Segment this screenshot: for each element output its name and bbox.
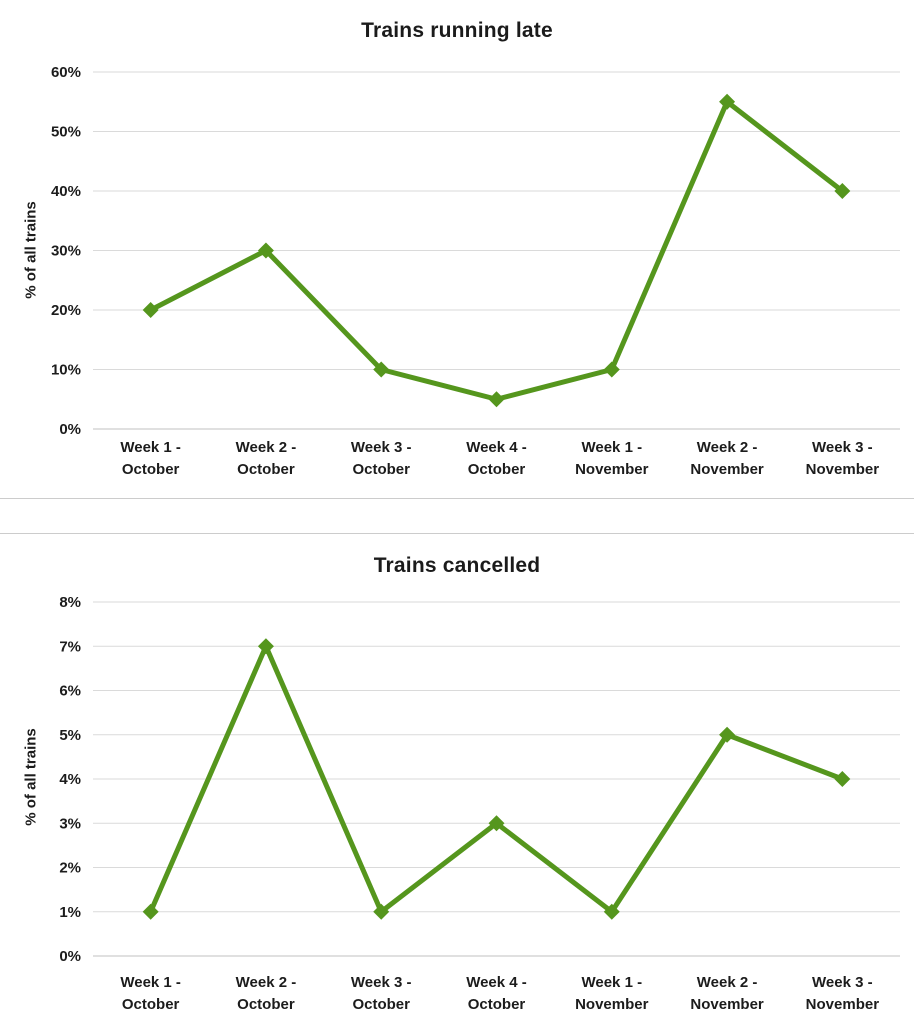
data-point-marker — [142, 903, 159, 920]
data-point-marker — [603, 361, 620, 378]
y-tick-label: 60% — [51, 64, 81, 81]
y-tick-label: 50% — [51, 124, 81, 141]
x-category-label-line1: Week 3 - — [351, 439, 412, 456]
y-tick-label: 6% — [59, 683, 81, 700]
data-point-marker — [142, 302, 159, 318]
x-category-label-line2: October — [237, 996, 295, 1013]
x-category-label-line2: October — [122, 461, 180, 478]
x-category-label-line2: November — [690, 461, 764, 478]
data-point-marker — [719, 93, 736, 110]
x-category-label-line1: Week 3 - — [812, 439, 873, 456]
x-category-label-line2: November — [575, 461, 649, 478]
y-tick-label: 5% — [59, 727, 81, 744]
x-category-label-line1: Week 1 - — [581, 439, 642, 456]
y-tick-label: 2% — [59, 860, 81, 877]
x-category-label-line2: November — [575, 996, 649, 1013]
y-tick-label: 10% — [51, 362, 81, 379]
y-tick-label: 20% — [51, 302, 81, 319]
data-point-marker — [834, 771, 851, 787]
x-category-label-line1: Week 2 - — [697, 974, 758, 991]
x-category-label-line1: Week 1 - — [581, 974, 642, 991]
x-category-label-line2: October — [468, 461, 526, 478]
y-tick-label: 0% — [59, 948, 81, 965]
data-point-marker — [834, 183, 851, 199]
x-category-label-line2: October — [352, 461, 410, 478]
x-category-label-line2: October — [122, 996, 180, 1013]
y-tick-label: 3% — [59, 815, 81, 832]
chart-title: Trains running late — [361, 19, 553, 42]
x-category-label-line1: Week 3 - — [351, 974, 412, 991]
x-category-label-line2: October — [352, 996, 410, 1013]
data-point-marker — [373, 361, 390, 378]
y-tick-label: 4% — [59, 771, 81, 788]
trains-cancelled-chart: Trains cancelled % of all trains 0% 1% 2% 3… — [0, 533, 914, 1025]
x-category-label-line1: Week 2 - — [236, 974, 297, 991]
x-category-label-line2: November — [806, 461, 880, 478]
x-category-label-line2: November — [690, 996, 764, 1013]
y-tick-label: 8% — [59, 594, 81, 611]
data-point-marker — [719, 726, 736, 743]
trains-late-chart: Trains running late % of all trains 0% 10… — [0, 0, 914, 499]
x-category-label-line1: Week 1 - — [120, 974, 181, 991]
x-category-label-line1: Week 2 - — [236, 439, 297, 456]
x-category-label-line1: Week 3 - — [812, 974, 873, 991]
x-category-label-line2: October — [237, 461, 295, 478]
y-tick-label: 30% — [51, 243, 81, 260]
y-tick-label: 40% — [51, 183, 81, 200]
x-category-label-line1: Week 1 - — [120, 439, 181, 456]
y-tick-label: 7% — [59, 638, 81, 655]
x-category-label-line2: October — [468, 996, 526, 1013]
data-point-marker — [603, 903, 620, 920]
x-category-label-line2: November — [806, 996, 880, 1013]
data-point-marker — [488, 815, 505, 832]
line-chart-plot: 0% 1% 2% 3% 4% 5% 6% 7% 8% Week 1 - October Week 2 … — [59, 594, 900, 1013]
data-point-marker — [488, 391, 505, 408]
line-chart-plot: 0% 10% 20% 30% 40% 50% 60% Week 1 - October Week … — [51, 64, 900, 478]
chart-title: Trains cancelled — [373, 554, 541, 577]
y-tick-label: 0% — [59, 421, 81, 438]
x-category-label-line1: Week 2 - — [697, 439, 758, 456]
data-point-marker — [373, 903, 390, 920]
data-point-marker — [257, 638, 274, 655]
data-point-marker — [257, 242, 274, 259]
x-category-label-line1: Week 4 - — [466, 439, 527, 456]
y-tick-label: 1% — [59, 904, 81, 921]
x-category-label-line1: Week 4 - — [466, 974, 527, 991]
